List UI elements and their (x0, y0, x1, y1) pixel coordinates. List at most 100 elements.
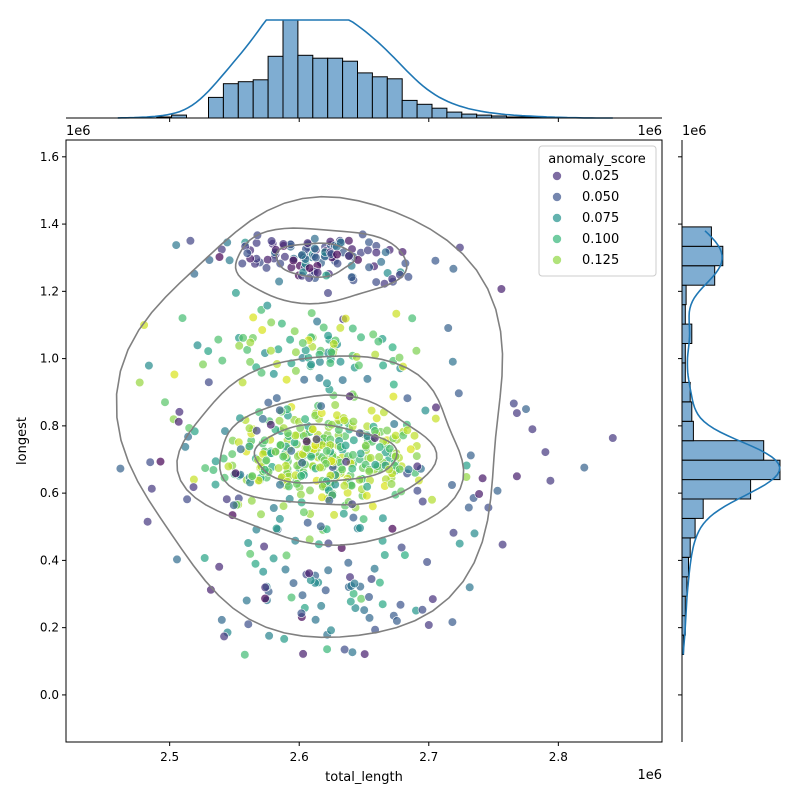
scatter-point (356, 332, 366, 342)
scatter-point (509, 398, 519, 409)
scatter-point (297, 590, 308, 600)
kde-contours (115, 195, 504, 639)
scatter-point (455, 538, 465, 549)
scatter-point (305, 485, 315, 496)
scatter-point (312, 434, 322, 444)
x-marginal-bar (297, 54, 314, 119)
scatter-point (311, 253, 321, 263)
scatter-point (144, 361, 154, 371)
scatter-point (302, 436, 312, 447)
scatter-point (256, 509, 266, 519)
scatter-point (339, 509, 349, 519)
scatter-point (298, 649, 308, 659)
scatter-point (378, 360, 388, 371)
scatter-point (448, 357, 458, 367)
legend-marker (552, 192, 562, 202)
scatter-point (299, 375, 309, 385)
scatter-point (345, 572, 355, 582)
legend-label: 0.050 (582, 190, 619, 205)
y-marginal-bar (681, 226, 712, 247)
x-marginal-histogram (117, 19, 613, 119)
main-plot: 2.5 2.6 2.7 2.8 0.0 0.2 0.4 0.6 0.8 1.0 1.2 1.4 1.6… (15, 139, 663, 785)
scatter-point (277, 319, 287, 329)
x-marginal-ticks (169, 118, 559, 122)
legend: anomaly_score 0.025 0.050 0.075 0.100 0.125 (538, 145, 657, 277)
scatter-point (362, 374, 373, 384)
scatter-point (363, 245, 373, 255)
scatter-point (319, 322, 329, 333)
x-axis-offset-label: 1e6 (637, 768, 662, 783)
x-marginal-bar (282, 19, 299, 119)
scatter-point (424, 620, 434, 630)
scatter-point (316, 401, 326, 411)
x-marginal-bar (312, 57, 329, 119)
scatter-point (329, 339, 339, 349)
scatter-point (384, 464, 394, 475)
scatter-point (454, 388, 464, 398)
scatter-point (354, 360, 364, 371)
x-marginal-bar (252, 79, 269, 119)
scatter-point (252, 426, 262, 436)
scatter-point (496, 284, 507, 294)
scatter-point (262, 301, 272, 311)
kde-contour (115, 195, 504, 639)
scatter-point (389, 419, 399, 429)
scatter-point (397, 542, 407, 553)
scatter-point (337, 464, 347, 475)
scatter-point (206, 585, 216, 595)
scatter-point (225, 255, 235, 265)
scatter-point (402, 425, 412, 435)
legend-marker (552, 255, 562, 265)
scatter-point (240, 650, 250, 660)
scatter-point (392, 616, 402, 626)
legend-marker (552, 234, 562, 244)
scatter-point (314, 373, 325, 383)
scatter-point (245, 357, 255, 367)
legend-frame (538, 145, 657, 277)
scatter-point (527, 424, 538, 434)
scatter-point (364, 466, 374, 476)
scatter-point (189, 474, 199, 485)
y-marginal-bar (681, 498, 704, 519)
scatter-point (211, 456, 221, 466)
scatter-point (332, 259, 343, 269)
y-marginal-bar (681, 518, 696, 539)
scatter-point (169, 369, 179, 380)
scatter-point (431, 414, 441, 424)
scatter-point (237, 258, 247, 269)
scatter-point (348, 323, 358, 334)
scatter-point (400, 550, 410, 560)
scatter-point (443, 323, 453, 333)
scatter-point (291, 347, 301, 357)
scatter-point (223, 461, 234, 472)
scatter-point (375, 442, 385, 452)
y-tick-label: 1.6 (40, 150, 59, 164)
scatter-point (411, 346, 422, 356)
scatter-point (214, 252, 225, 262)
scatter-point (252, 238, 262, 248)
y-marginal-kde (682, 230, 781, 655)
scatter-point (431, 402, 441, 413)
kde-contour (176, 355, 465, 547)
scatter-point (316, 601, 326, 611)
scatter-point (286, 592, 297, 603)
scatter-point (335, 357, 346, 367)
scatter-point (406, 444, 416, 454)
scatter-point (313, 268, 323, 278)
scatter-point (372, 413, 382, 423)
scatter-point (172, 554, 182, 565)
y-marginal-bar (681, 440, 765, 461)
scatter-point (465, 582, 475, 592)
scatter-point (382, 425, 392, 436)
scatter-point (464, 502, 474, 513)
scatter-point (359, 605, 369, 615)
scatter-point (292, 479, 302, 489)
scatter-point (274, 276, 284, 287)
scatter-point (135, 377, 145, 388)
scatter-point (311, 615, 321, 625)
scatter-point (323, 538, 334, 549)
scatter-point (447, 617, 458, 627)
scatter-point (145, 457, 155, 467)
x-marginal-bar (431, 107, 448, 119)
scatter-point (238, 333, 248, 343)
